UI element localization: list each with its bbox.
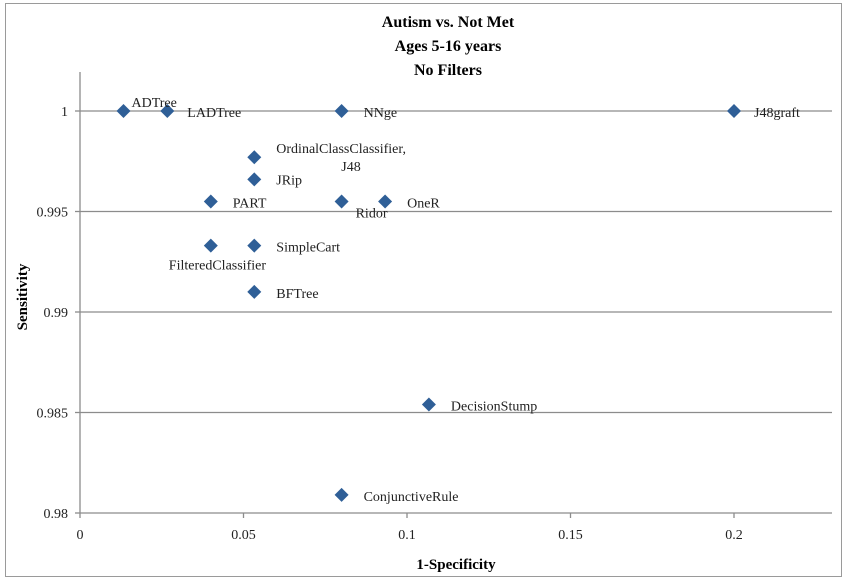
data-point-label: LADTree	[187, 106, 241, 121]
data-point-marker	[247, 150, 262, 165]
data-point-label: PART	[233, 196, 267, 211]
data-point-marker	[203, 194, 218, 209]
y-tick-label: 1	[61, 105, 68, 120]
data-point-label: NNge	[364, 106, 397, 121]
data-point-label: FilteredClassifier	[169, 259, 267, 274]
data-point-label: OrdinalClassClassifier, J48	[276, 142, 406, 175]
data-point-marker	[247, 238, 262, 253]
x-tick-label: 0.1	[398, 528, 416, 543]
data-point-label: Ridor	[356, 206, 388, 221]
y-axis-title: Sensitivity	[15, 263, 31, 330]
data-point-label: J48graft	[754, 106, 800, 121]
data-point-marker	[247, 172, 262, 187]
x-tick-label: 0.2	[725, 528, 743, 543]
data-point-marker	[203, 238, 218, 253]
data-point-marker	[334, 194, 349, 209]
axes	[75, 72, 832, 518]
data-point-label: SimpleCart	[276, 241, 340, 256]
data-point-marker	[727, 104, 741, 118]
x-tick-label: 0.15	[558, 528, 583, 543]
data-point-label: DecisionStump	[451, 399, 537, 414]
x-axis-title: 1-Specificity	[416, 557, 496, 573]
data-point-label: BFTree	[276, 287, 318, 302]
data-point-label: ADTree	[131, 96, 176, 111]
chart-title-line-1: Autism vs. Not Met	[382, 14, 515, 31]
data-points	[116, 104, 741, 502]
data-point-label: JRip	[276, 173, 302, 188]
data-point-label: ConjunctiveRule	[364, 490, 459, 505]
gridlines	[80, 110, 832, 414]
data-point-marker	[334, 487, 349, 502]
y-tick-label: 0.99	[44, 306, 69, 321]
y-tick-label: 0.98	[44, 507, 69, 522]
chart-title: Autism vs. Not Met Ages 5-16 years No Fi…	[382, 14, 515, 79]
data-point-marker	[421, 397, 436, 412]
data-point-marker	[378, 194, 393, 209]
data-point-marker	[247, 284, 262, 299]
data-point-label: OneR	[407, 196, 440, 211]
x-tick-label: 0.05	[231, 528, 256, 543]
chart-frame	[5, 3, 842, 577]
y-tick-label: 0.995	[37, 206, 69, 221]
tick-labels: 0.98 0.985 0.99 0.995 1 0 0.05 0.1 0.15 0.2	[37, 105, 743, 543]
chart-title-line-3: No Filters	[414, 62, 482, 79]
point-labels: ADTree LADTree NNge J48graft OrdinalClassCla…	[131, 96, 799, 505]
x-tick-label: 0	[77, 528, 84, 543]
data-point-marker	[334, 104, 349, 118]
chart-title-line-2: Ages 5-16 years	[395, 38, 502, 55]
y-tick-label: 0.985	[37, 407, 69, 422]
data-point-marker	[116, 104, 131, 118]
data-point-marker	[160, 104, 175, 118]
